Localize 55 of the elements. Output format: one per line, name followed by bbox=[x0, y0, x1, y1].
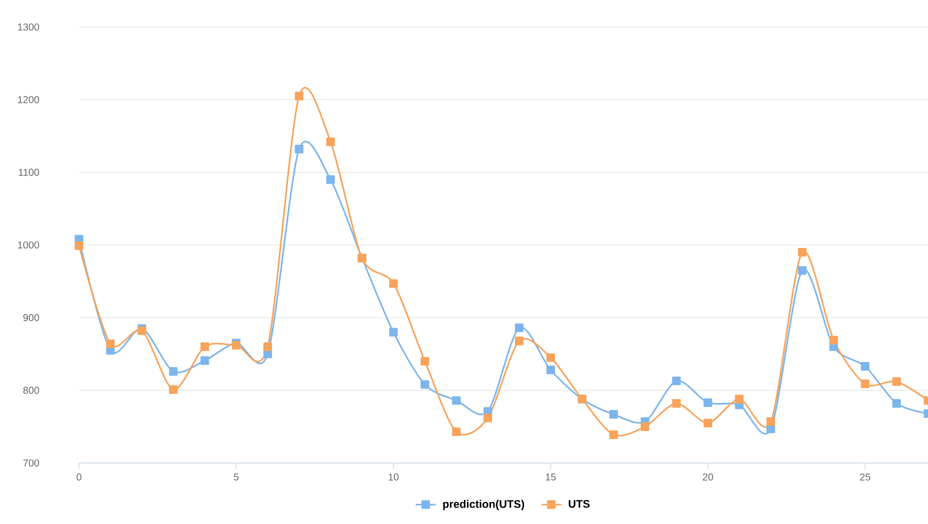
point bbox=[892, 377, 901, 386]
x-tick-label: 0 bbox=[76, 474, 82, 481]
point bbox=[798, 266, 807, 275]
y-tick-label: 900 bbox=[23, 314, 40, 322]
point bbox=[326, 175, 335, 184]
y-tick-label: 1100 bbox=[18, 168, 40, 176]
y-tick-label: 1300 bbox=[18, 23, 40, 31]
point bbox=[74, 241, 84, 250]
point bbox=[609, 410, 618, 419]
x-tick-label: 20 bbox=[702, 474, 714, 481]
x-tick-label: 15 bbox=[546, 474, 556, 480]
x-tick-label: 10 bbox=[388, 474, 399, 481]
point bbox=[200, 342, 210, 352]
point bbox=[232, 340, 241, 350]
point bbox=[326, 138, 335, 146]
point bbox=[829, 336, 838, 344]
y-tick-label: 1000 bbox=[18, 241, 40, 249]
point bbox=[294, 144, 304, 154]
point bbox=[200, 356, 210, 365]
legend-label: UTS bbox=[568, 500, 590, 508]
point bbox=[672, 399, 681, 408]
y-tick-label: 700 bbox=[23, 459, 40, 467]
point bbox=[514, 324, 524, 332]
point bbox=[169, 367, 178, 376]
y-tick-label: 1200 bbox=[18, 96, 40, 104]
point bbox=[294, 92, 304, 100]
point bbox=[420, 380, 430, 389]
point bbox=[766, 417, 776, 426]
x-tick-label: 5 bbox=[234, 474, 239, 480]
point bbox=[420, 356, 430, 366]
point bbox=[452, 396, 461, 405]
point bbox=[389, 279, 398, 288]
point bbox=[704, 398, 712, 407]
point bbox=[452, 427, 461, 436]
point bbox=[546, 366, 555, 374]
legend-label: prediction(UTS) bbox=[443, 500, 524, 510]
point bbox=[892, 399, 901, 408]
point bbox=[798, 248, 807, 257]
point bbox=[546, 353, 555, 362]
point bbox=[389, 328, 398, 336]
point bbox=[704, 418, 712, 428]
point bbox=[735, 394, 744, 404]
point bbox=[483, 414, 492, 422]
point bbox=[138, 326, 146, 336]
point bbox=[514, 336, 524, 346]
point bbox=[860, 379, 870, 388]
point bbox=[609, 430, 618, 439]
point bbox=[106, 340, 115, 348]
x-tick-label: 25 bbox=[860, 474, 870, 481]
point bbox=[640, 422, 650, 431]
point bbox=[169, 385, 178, 394]
point bbox=[672, 376, 681, 386]
point bbox=[860, 362, 870, 371]
y-tick-label: 800 bbox=[23, 386, 40, 394]
point bbox=[263, 342, 272, 352]
